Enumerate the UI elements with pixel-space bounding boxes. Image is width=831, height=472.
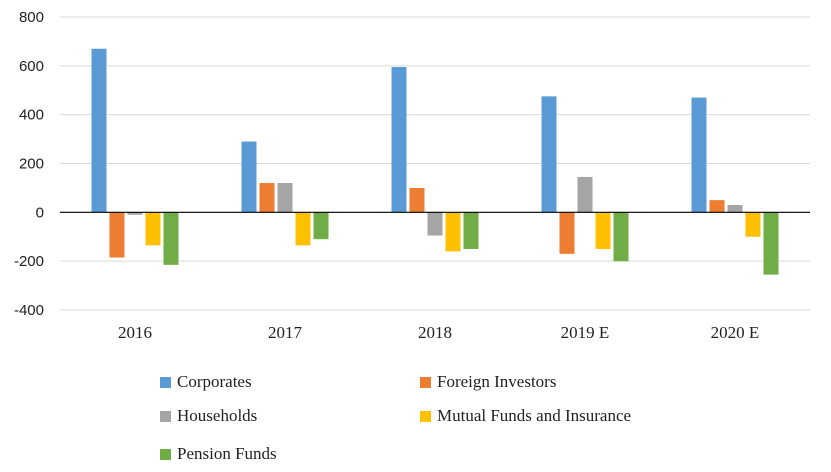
bar-pension-funds-2017: [313, 212, 329, 240]
bar-mutual-funds-and-insurance-2019-e: [595, 212, 611, 249]
y-axis-ticks: -400 -200 0 200 400 600 800: [14, 9, 44, 319]
bar-households-2016: [127, 212, 143, 215]
bar-pension-funds-2020-e: [763, 212, 779, 275]
x-category-label: 2016: [118, 323, 152, 342]
bar-corporates-2017: [241, 141, 257, 213]
bar-households-2018: [427, 212, 443, 236]
y-tick-label: -400: [14, 302, 44, 319]
bar-households-2020-e: [727, 205, 743, 213]
legend-label: Mutual Funds and Insurance: [437, 406, 632, 425]
legend-swatch-pension-funds: [160, 448, 171, 460]
legend-swatch-foreign-investors: [420, 376, 431, 388]
bar-pension-funds-2019-e: [613, 212, 629, 262]
legend-item-households: Households: [160, 406, 257, 426]
legend-label: Pension Funds: [177, 444, 277, 463]
legend-item-corporates: Corporates: [160, 372, 252, 392]
bar-households-2019-e: [577, 176, 593, 213]
legend-swatch-corporates: [160, 376, 171, 388]
bar-corporates-2019-e: [541, 96, 557, 213]
legend-swatch-mutual-funds: [420, 410, 431, 422]
legend-item-pension-funds: Pension Funds: [160, 444, 277, 464]
bars: [91, 48, 779, 275]
legend-swatch-households: [160, 410, 171, 422]
x-axis-categories: 2016 2017 2018 2019 E 2020 E: [118, 323, 759, 342]
bar-pension-funds-2016: [163, 212, 179, 265]
y-tick-label: 0: [36, 204, 44, 221]
y-tick-label: -200: [14, 253, 44, 270]
legend-label: Households: [177, 406, 258, 425]
legend-item-foreign-investors: Foreign Investors: [420, 372, 556, 392]
legend-label: Foreign Investors: [437, 372, 557, 391]
bar-mutual-funds-and-insurance-2016: [145, 212, 161, 246]
legend-label: Corporates: [177, 372, 252, 391]
legend-item-mutual-funds: Mutual Funds and Insurance: [420, 406, 631, 426]
bar-pension-funds-2018: [463, 212, 479, 249]
bar-foreign-investors-2020-e: [709, 200, 725, 213]
x-category-label: 2020 E: [711, 323, 760, 342]
bar-foreign-investors-2019-e: [559, 212, 575, 254]
y-tick-label: 600: [19, 58, 44, 75]
bar-corporates-2018: [391, 67, 407, 213]
bar-mutual-funds-and-insurance-2017: [295, 212, 311, 246]
bar-mutual-funds-and-insurance-2020-e: [745, 212, 761, 237]
bar-corporates-2016: [91, 48, 107, 213]
bar-foreign-investors-2018: [409, 187, 425, 213]
x-category-label: 2018: [418, 323, 452, 342]
y-tick-label: 200: [19, 156, 44, 173]
bar-households-2017: [277, 183, 293, 213]
gridlines: [60, 16, 810, 311]
y-tick-label: 800: [19, 9, 44, 26]
bar-mutual-funds-and-insurance-2018: [445, 212, 461, 252]
bar-corporates-2020-e: [691, 97, 707, 213]
x-category-label: 2017: [268, 323, 303, 342]
bar-foreign-investors-2016: [109, 212, 125, 258]
x-category-label: 2019 E: [561, 323, 610, 342]
y-tick-label: 400: [19, 107, 44, 124]
bar-foreign-investors-2017: [259, 183, 275, 213]
